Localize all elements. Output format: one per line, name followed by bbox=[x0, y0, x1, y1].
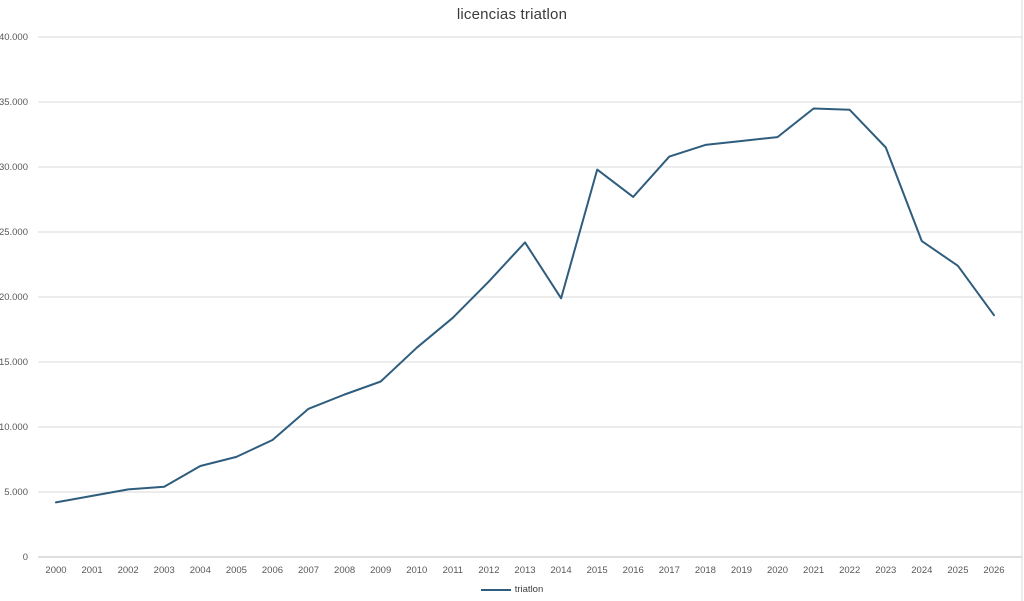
x-axis-tick-label: 2021 bbox=[803, 565, 824, 576]
x-axis-tick-label: 2013 bbox=[514, 565, 535, 576]
x-axis-tick-label: 2026 bbox=[983, 565, 1004, 576]
x-axis-tick-label: 2000 bbox=[45, 565, 66, 576]
x-axis-tick-label: 2017 bbox=[659, 565, 680, 576]
x-axis-tick-label: 2010 bbox=[406, 565, 427, 576]
x-axis-tick-label: 2012 bbox=[478, 565, 499, 576]
chart-legend: triatlon bbox=[0, 584, 1024, 595]
x-axis-tick-label: 2004 bbox=[190, 565, 211, 576]
x-axis-tick-label: 2011 bbox=[443, 565, 463, 576]
y-axis-tick-label: 40.000 bbox=[0, 32, 28, 43]
x-axis-tick-label: 2007 bbox=[298, 565, 319, 576]
y-axis-tick-label: 5.000 bbox=[4, 487, 28, 498]
x-axis-tick-label: 2022 bbox=[839, 565, 860, 576]
x-axis-tick-label: 2002 bbox=[118, 565, 139, 576]
y-axis-tick-label: 15.000 bbox=[0, 357, 28, 368]
x-axis-tick-label: 2024 bbox=[911, 565, 932, 576]
x-axis-tick-label: 2025 bbox=[947, 565, 968, 576]
y-axis-tick-label: 25.000 bbox=[0, 227, 28, 238]
x-axis-tick-label: 2019 bbox=[731, 565, 752, 576]
y-axis-tick-label: 0 bbox=[23, 552, 28, 563]
x-axis-tick-label: 2018 bbox=[695, 565, 716, 576]
chart-title: licencias triatlon bbox=[456, 6, 568, 23]
y-axis-tick-label: 35.000 bbox=[0, 97, 28, 108]
legend-line-swatch bbox=[480, 588, 511, 591]
legend-series-label: triatlon bbox=[514, 584, 544, 595]
y-axis-tick-label: 10.000 bbox=[0, 422, 28, 433]
x-axis-tick-label: 2023 bbox=[875, 565, 896, 576]
x-axis-tick-label: 2014 bbox=[551, 565, 572, 576]
y-axis-tick-label: 20.000 bbox=[0, 292, 28, 303]
x-axis-tick-label: 2006 bbox=[262, 565, 283, 576]
x-axis-tick-label: 2009 bbox=[370, 565, 391, 576]
x-axis-tick-label: 2008 bbox=[334, 565, 355, 576]
y-axis-tick-label: 30.000 bbox=[0, 162, 28, 173]
x-axis-tick-label: 2016 bbox=[623, 565, 644, 576]
x-axis-tick-label: 2003 bbox=[154, 565, 175, 576]
x-axis-tick-label: 2015 bbox=[587, 565, 608, 576]
x-axis-tick-label: 2001 bbox=[82, 565, 103, 576]
series-line-triatlon bbox=[55, 107, 995, 504]
x-axis-tick-label: 2020 bbox=[767, 565, 788, 576]
x-axis-tick-label: 2005 bbox=[226, 565, 247, 576]
